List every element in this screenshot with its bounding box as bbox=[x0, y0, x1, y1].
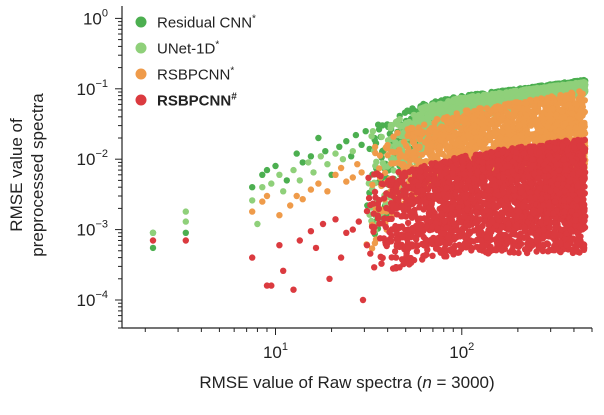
point bbox=[149, 244, 157, 252]
point bbox=[402, 142, 410, 149]
point bbox=[182, 208, 189, 215]
point bbox=[322, 148, 329, 155]
point bbox=[375, 126, 383, 133]
point bbox=[394, 121, 401, 128]
point bbox=[387, 124, 394, 132]
data-points bbox=[149, 76, 589, 304]
point bbox=[290, 166, 297, 174]
point bbox=[420, 104, 427, 111]
point bbox=[469, 93, 477, 100]
point bbox=[276, 171, 283, 178]
point bbox=[348, 153, 355, 160]
point bbox=[259, 171, 266, 178]
point bbox=[531, 86, 539, 93]
point bbox=[371, 143, 379, 151]
point bbox=[579, 80, 586, 87]
point bbox=[332, 150, 339, 157]
point bbox=[272, 162, 279, 170]
point bbox=[438, 123, 445, 130]
point bbox=[421, 121, 428, 128]
point bbox=[315, 134, 322, 142]
point bbox=[310, 169, 317, 176]
point bbox=[352, 131, 360, 139]
point bbox=[495, 97, 502, 104]
point bbox=[471, 122, 478, 129]
point bbox=[280, 188, 287, 195]
point bbox=[371, 239, 379, 247]
point bbox=[324, 161, 331, 168]
point bbox=[392, 139, 399, 146]
point bbox=[296, 177, 303, 184]
point bbox=[268, 180, 275, 187]
point bbox=[259, 184, 266, 191]
point bbox=[404, 107, 411, 115]
point bbox=[540, 84, 548, 91]
point bbox=[182, 229, 189, 236]
point bbox=[378, 133, 385, 141]
point bbox=[508, 90, 515, 97]
point bbox=[263, 166, 271, 174]
point bbox=[368, 133, 375, 140]
point bbox=[307, 153, 315, 160]
point bbox=[568, 81, 576, 89]
point bbox=[343, 138, 350, 145]
point bbox=[427, 109, 435, 117]
point bbox=[317, 153, 324, 160]
point bbox=[254, 220, 261, 228]
point bbox=[249, 184, 256, 191]
point bbox=[415, 111, 423, 119]
point bbox=[182, 218, 189, 225]
point bbox=[336, 143, 343, 150]
point bbox=[390, 160, 397, 167]
point bbox=[376, 152, 384, 159]
point bbox=[339, 156, 347, 163]
point bbox=[293, 150, 300, 157]
point bbox=[299, 159, 306, 166]
point bbox=[369, 181, 376, 189]
point bbox=[149, 229, 157, 236]
point bbox=[358, 141, 365, 148]
point bbox=[305, 159, 312, 166]
point bbox=[362, 128, 369, 135]
point bbox=[487, 95, 494, 103]
point bbox=[249, 197, 256, 204]
point bbox=[547, 83, 554, 91]
point bbox=[349, 148, 356, 155]
point bbox=[283, 177, 290, 184]
point bbox=[438, 106, 445, 114]
